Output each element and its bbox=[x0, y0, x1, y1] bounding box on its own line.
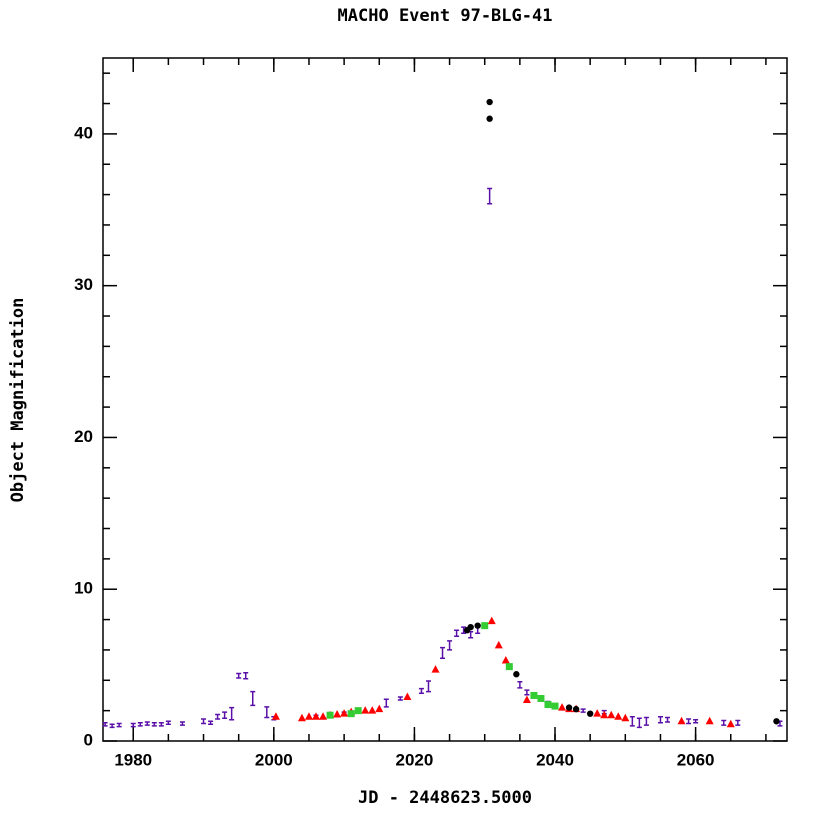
error-bar bbox=[102, 722, 108, 727]
chart-title: MACHO Event 97-BLG-41 bbox=[338, 6, 553, 26]
circle-marker bbox=[586, 710, 594, 717]
error-bar bbox=[454, 629, 460, 638]
triangle-marker bbox=[361, 706, 370, 714]
y-axis-label: Object Magnification bbox=[8, 298, 28, 503]
x-tick-label: 2060 bbox=[677, 750, 715, 769]
error-bar bbox=[116, 722, 122, 728]
error-bar bbox=[721, 719, 727, 726]
error-bar bbox=[109, 723, 115, 729]
triangle-marker bbox=[319, 712, 328, 720]
error-bar bbox=[144, 721, 150, 726]
circle-marker bbox=[513, 671, 520, 678]
square-marker bbox=[551, 702, 559, 710]
triangle-marker bbox=[607, 710, 616, 719]
triangle-marker bbox=[297, 713, 306, 722]
error-bar bbox=[693, 719, 699, 724]
triangle-marker bbox=[705, 716, 714, 725]
error-bar bbox=[686, 718, 692, 725]
error-bar bbox=[487, 187, 493, 205]
triangle-marker bbox=[593, 709, 602, 717]
square-marker bbox=[505, 663, 513, 671]
error-bar bbox=[215, 713, 221, 720]
error-bar bbox=[250, 690, 256, 707]
error-bar bbox=[447, 640, 453, 651]
error-bar bbox=[208, 720, 214, 726]
error-bar bbox=[418, 687, 424, 694]
triangle-marker bbox=[403, 692, 412, 700]
error-bar bbox=[201, 718, 207, 725]
triangle-marker bbox=[271, 712, 280, 720]
circle-marker bbox=[474, 622, 481, 629]
error-bar bbox=[243, 671, 249, 680]
triangle-marker bbox=[375, 704, 384, 713]
x-tick-label: 1980 bbox=[114, 750, 152, 769]
triangle-marker bbox=[431, 665, 440, 673]
circle-marker bbox=[572, 705, 580, 713]
square-marker bbox=[326, 711, 334, 719]
square-marker bbox=[530, 691, 538, 699]
y-tick-label: 20 bbox=[74, 427, 93, 446]
y-tick-label: 40 bbox=[74, 123, 93, 142]
error-bar bbox=[222, 711, 228, 719]
error-bar bbox=[137, 722, 143, 727]
error-bar bbox=[657, 715, 663, 724]
circle-marker bbox=[467, 623, 474, 631]
error-bar bbox=[643, 716, 649, 726]
x-axis-label: JD - 2448623.5000 bbox=[358, 788, 532, 808]
y-tick-label: 0 bbox=[84, 730, 93, 749]
error-bar bbox=[629, 715, 635, 727]
y-tick-label: 10 bbox=[74, 579, 93, 598]
triangle-marker bbox=[501, 656, 510, 664]
plot-frame bbox=[102, 57, 788, 742]
x-tick-label: 2040 bbox=[536, 750, 574, 769]
triangle-marker bbox=[340, 709, 349, 717]
square-marker bbox=[544, 701, 552, 709]
error-bar bbox=[130, 722, 136, 728]
error-bar bbox=[165, 720, 171, 726]
circle-marker bbox=[565, 704, 573, 711]
error-bar bbox=[236, 672, 242, 679]
square-marker bbox=[347, 710, 355, 718]
error-bar bbox=[524, 689, 530, 696]
error-bar bbox=[151, 722, 157, 727]
circle-marker bbox=[486, 98, 493, 106]
x-tick-label: 2020 bbox=[396, 750, 434, 769]
square-marker bbox=[354, 707, 362, 715]
error-bar bbox=[580, 708, 586, 713]
error-bar bbox=[383, 698, 389, 708]
triangle-marker bbox=[621, 713, 630, 722]
circle-marker bbox=[486, 115, 493, 122]
x-tick-label: 2000 bbox=[255, 750, 293, 769]
triangle-marker bbox=[614, 712, 623, 720]
error-bar bbox=[440, 646, 446, 660]
error-bar bbox=[264, 706, 270, 719]
circle-marker bbox=[773, 718, 780, 725]
error-bar bbox=[158, 722, 164, 727]
error-bar bbox=[461, 626, 467, 634]
error-bar bbox=[425, 680, 431, 693]
error-bar bbox=[229, 706, 235, 721]
square-marker bbox=[481, 622, 489, 630]
triangle-marker bbox=[494, 640, 503, 649]
triangle-marker bbox=[677, 716, 686, 725]
triangle-marker bbox=[368, 706, 377, 714]
triangle-marker bbox=[304, 712, 313, 720]
triangle-marker bbox=[522, 695, 531, 704]
triangle-marker bbox=[726, 719, 735, 728]
triangle-marker bbox=[600, 710, 609, 719]
square-marker bbox=[537, 695, 545, 703]
error-bar bbox=[735, 719, 741, 726]
error-bar bbox=[517, 681, 523, 689]
triangle-marker bbox=[333, 709, 342, 718]
triangle-marker bbox=[558, 703, 567, 711]
triangle-marker bbox=[312, 712, 321, 720]
error-bar bbox=[664, 716, 670, 723]
error-bar bbox=[636, 717, 642, 729]
y-tick-label: 30 bbox=[74, 275, 93, 294]
error-bar bbox=[179, 721, 185, 726]
triangle-marker bbox=[487, 616, 496, 625]
error-bar bbox=[397, 696, 403, 701]
